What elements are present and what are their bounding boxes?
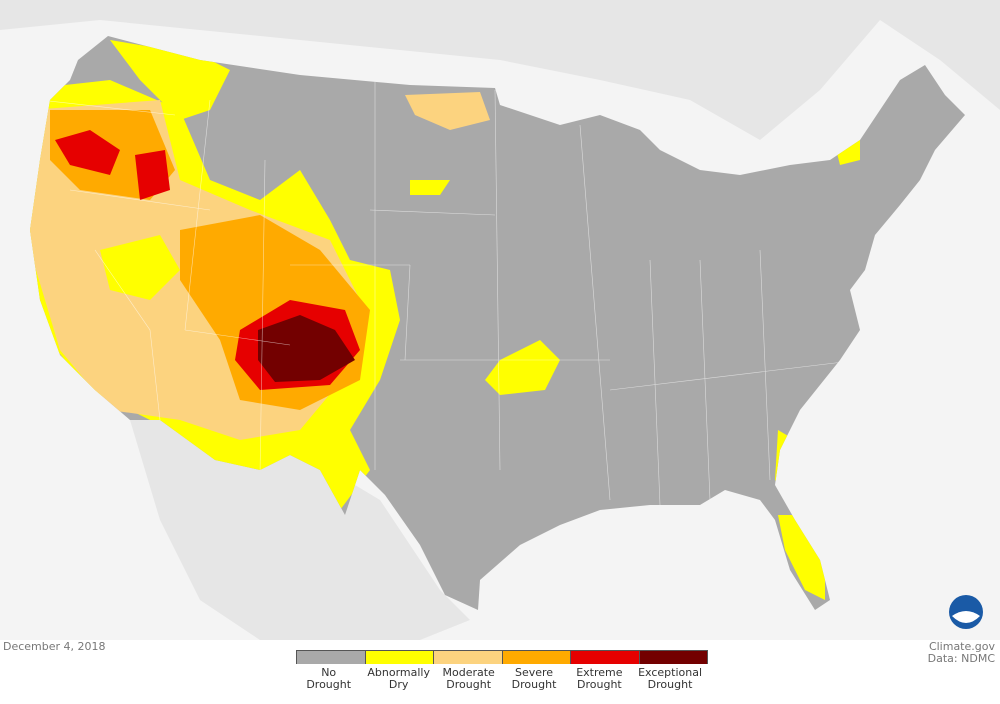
mexico bbox=[130, 420, 470, 640]
legend-label: Moderate Drought bbox=[442, 666, 495, 691]
state-borders bbox=[39, 80, 861, 506]
legend-labels: No Drought Abnormally Dry Moderate Drought… bbox=[296, 667, 708, 691]
legend-label: No Drought bbox=[306, 666, 352, 691]
legend bbox=[296, 650, 708, 664]
legend-swatch bbox=[571, 651, 640, 664]
legend-label: Exceptional Drought bbox=[638, 666, 702, 691]
legend-label: Extreme Drought bbox=[576, 666, 623, 691]
date: December 4, 2018 bbox=[3, 640, 106, 653]
legend-swatch bbox=[639, 651, 707, 664]
legend-swatch bbox=[502, 651, 571, 664]
canada bbox=[0, 0, 1000, 140]
legend-label: Severe Drought bbox=[511, 666, 557, 691]
credit: Climate.gov bbox=[928, 640, 995, 653]
legend-swatch bbox=[297, 651, 366, 664]
noaa-logo-wave bbox=[952, 611, 980, 623]
drought-map bbox=[0, 0, 1000, 640]
legend-swatch bbox=[365, 651, 434, 664]
legend-label: Abnormally Dry bbox=[367, 666, 430, 691]
legend-swatch bbox=[434, 651, 503, 664]
credit: Data: NDMC bbox=[927, 652, 995, 665]
drought-areas bbox=[30, 40, 860, 600]
